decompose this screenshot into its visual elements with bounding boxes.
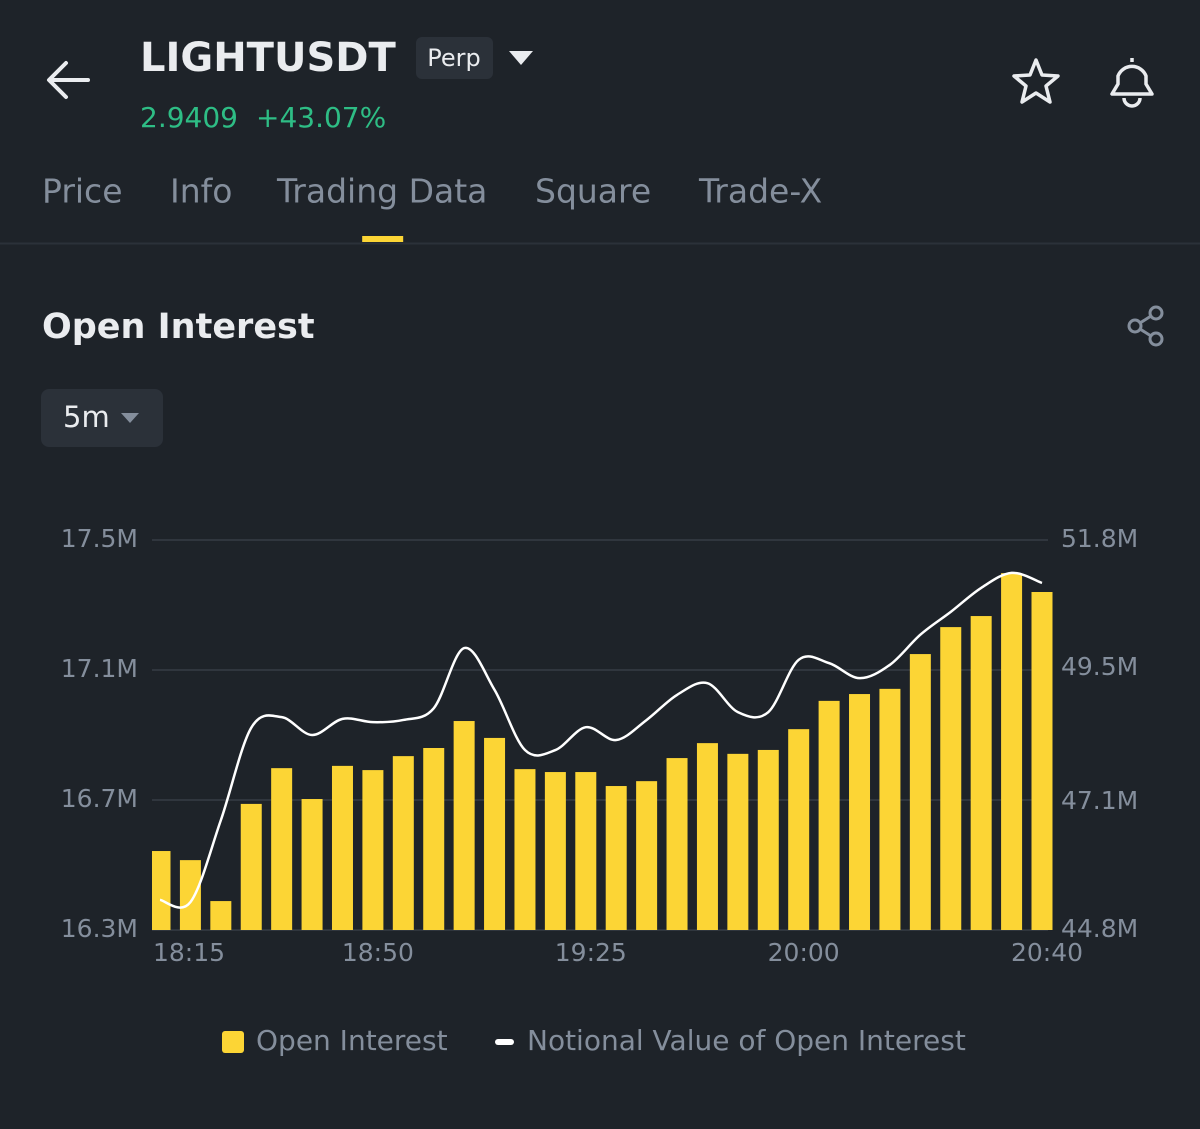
bar <box>484 737 506 930</box>
share-button[interactable] <box>1127 305 1164 347</box>
legend-swatch <box>495 1039 514 1045</box>
bar <box>179 860 201 930</box>
tab[interactable]: Trading Data <box>276 172 487 211</box>
legend-label: Open Interest <box>256 1024 448 1057</box>
price-change: +43.07% <box>256 101 386 134</box>
bar <box>544 772 566 930</box>
section-title: Open Interest <box>42 307 315 347</box>
tab[interactable]: Info <box>170 172 232 211</box>
bar <box>788 729 810 930</box>
bar <box>331 765 353 930</box>
tab[interactable]: Trade-X <box>698 172 822 211</box>
tab[interactable]: Price <box>42 172 123 211</box>
bar <box>757 749 779 930</box>
bar <box>849 694 871 930</box>
symbol: LIGHTUSDT <box>140 35 396 81</box>
tab[interactable]: Square <box>535 172 651 211</box>
bar <box>970 616 992 930</box>
x-tick-label: 18:15 <box>153 938 225 967</box>
bar <box>362 770 384 930</box>
bar <box>696 743 718 930</box>
back-button[interactable] <box>47 61 90 99</box>
x-tick-label: 18:50 <box>342 938 414 967</box>
active-tab-indicator <box>362 236 404 242</box>
favorite-button[interactable] <box>1012 58 1060 104</box>
y-tick-label: 17.5M <box>61 524 138 553</box>
symbol-dropdown[interactable] <box>509 51 533 65</box>
y2-tick-label: 47.1M <box>1061 786 1138 815</box>
bar <box>575 772 597 930</box>
y-tick-label: 17.1M <box>61 654 138 683</box>
y-tick-label: 16.3M <box>61 914 138 943</box>
x-tick-label: 20:40 <box>1011 938 1083 967</box>
x-tick-label: 19:25 <box>555 938 627 967</box>
bar <box>909 654 931 930</box>
bar <box>152 851 171 930</box>
bar <box>392 756 414 930</box>
interval-dropdown <box>121 413 139 423</box>
bar <box>240 803 262 930</box>
y-tick-label: 16.7M <box>61 784 138 813</box>
bar <box>514 769 536 930</box>
bar <box>1001 573 1023 930</box>
bar <box>423 748 445 930</box>
bar <box>301 799 323 930</box>
alert-button[interactable] <box>1110 58 1154 108</box>
bar <box>940 627 962 930</box>
bar <box>210 901 232 930</box>
badge: Perp <box>427 44 480 72</box>
bar <box>605 786 627 930</box>
y2-tick-label: 51.8M <box>1061 524 1138 553</box>
tabs: Price Info Trading Data Square Trade-X <box>42 172 822 242</box>
bar <box>727 753 749 930</box>
x-tick-label: 20:00 <box>768 938 840 967</box>
interval: 5m <box>63 400 110 434</box>
plot: 16.3M 16.7M 17.1M 17.5M 44.8M 47.1M 49.5M 51.8M… <box>61 524 1138 1057</box>
bar <box>636 781 658 930</box>
price: 2.9409 <box>140 101 238 134</box>
bar <box>1031 592 1053 930</box>
bar <box>666 758 688 930</box>
legend-swatch <box>222 1031 244 1053</box>
bar <box>271 768 293 930</box>
legend-label: Notional Value of Open Interest <box>527 1024 966 1057</box>
line <box>159 571 1043 909</box>
interval-selector[interactable] <box>41 389 163 447</box>
badge-bg <box>416 37 493 79</box>
y2-tick-label: 44.8M <box>1061 914 1138 943</box>
bar <box>818 700 840 930</box>
bar <box>879 688 901 930</box>
y2-tick-label: 49.5M <box>1061 652 1138 681</box>
bar <box>453 721 475 930</box>
